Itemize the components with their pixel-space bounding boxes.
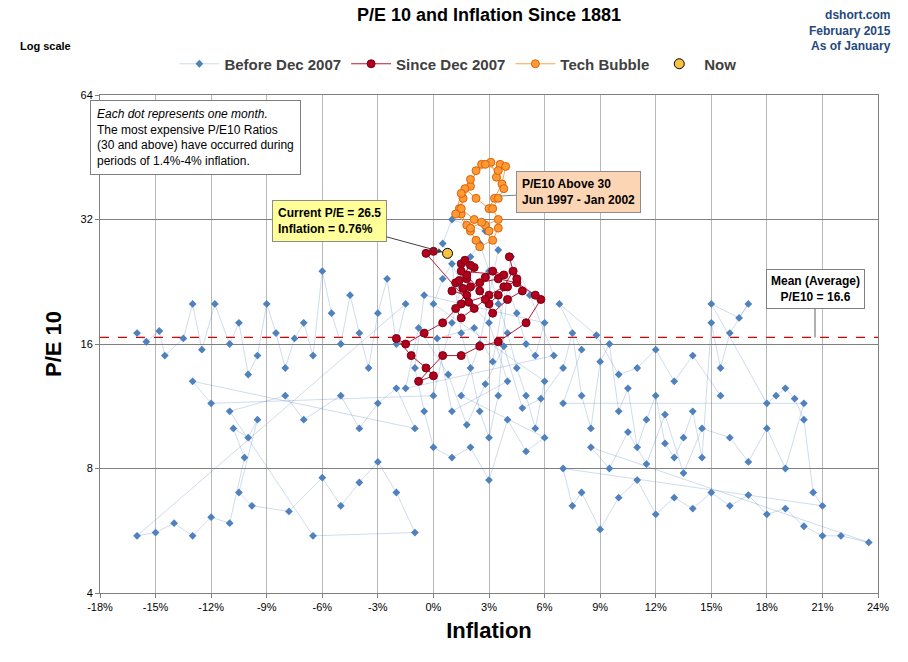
svg-text:15%: 15% [700,601,722,613]
svg-text:Inflation: Inflation [446,618,532,643]
svg-text:P/E 10 and Inflation Since 188: P/E 10 and Inflation Since 1881 [357,5,621,25]
svg-text:Mean (Average)P/E10 = 16.6: Mean (Average)P/E10 = 16.6 [771,274,860,304]
svg-text:-9%: -9% [257,601,277,613]
svg-text:P/E 10: P/E 10 [41,311,66,377]
svg-text:32: 32 [81,213,93,225]
svg-text:24%: 24% [867,601,889,613]
svg-text:Tech Bubble: Tech Bubble [560,56,649,73]
svg-text:dshort.comFebruary 2015As of J: dshort.comFebruary 2015As of January [809,8,891,53]
svg-text:64: 64 [81,89,93,101]
svg-text:21%: 21% [811,601,833,613]
svg-text:8: 8 [87,462,93,474]
svg-text:6%: 6% [537,601,553,613]
svg-text:Since Dec 2007: Since Dec 2007 [396,56,505,73]
svg-text:18%: 18% [756,601,778,613]
svg-text:-3%: -3% [368,601,388,613]
svg-text:Now: Now [704,56,736,73]
svg-text:-18%: -18% [87,601,113,613]
svg-text:-15%: -15% [143,601,169,613]
svg-text:P/E10 Above 30Jun 1997 - Jan 2: P/E10 Above 30Jun 1997 - Jan 2002 [522,177,635,207]
svg-text:16: 16 [81,338,93,350]
svg-text:3%: 3% [481,601,497,613]
svg-text:Before Dec 2007: Before Dec 2007 [224,56,341,73]
svg-text:12%: 12% [645,601,667,613]
svg-text:-6%: -6% [313,601,333,613]
svg-text:-12%: -12% [198,601,224,613]
svg-text:Each dot represents one month.: Each dot represents one month.The most e… [97,107,294,168]
svg-text:9%: 9% [592,601,608,613]
svg-text:4: 4 [87,587,93,599]
svg-text:0%: 0% [425,601,441,613]
svg-text:Current P/E = 26.5Inflation =: Current P/E = 26.5Inflation = 0.76% [278,206,381,236]
svg-text:Log scale: Log scale [20,40,71,52]
